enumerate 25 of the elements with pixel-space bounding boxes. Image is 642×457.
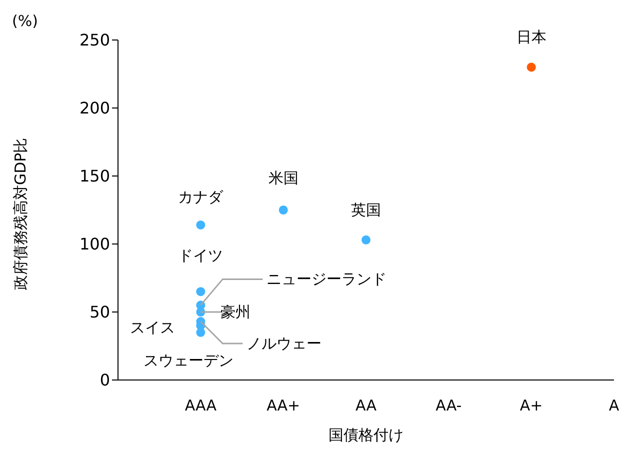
x-tick-label: AA-: [436, 396, 462, 415]
annotation: スイス: [130, 318, 176, 337]
x-tick-label: A+: [520, 396, 543, 415]
y-tick-label: 50: [90, 302, 110, 322]
x-axis-title: 国債格付け: [328, 426, 404, 444]
y-tick-label: 100: [79, 234, 110, 254]
x-tick-label: AAA: [184, 396, 218, 415]
annotation: ドイツ: [178, 246, 224, 265]
y-tick-label: 150: [79, 166, 110, 186]
annotation: 豪州: [220, 303, 251, 321]
x-tick-label: AA+: [266, 396, 300, 415]
y-tick-label: 250: [79, 30, 110, 50]
annotation: 日本: [516, 28, 546, 46]
annotation: 英国: [351, 200, 381, 219]
annotation: カナダ: [178, 188, 224, 206]
annotation: ニュージーランド: [266, 270, 387, 288]
y-axis-title: 政府債務残高対GDP比: [11, 138, 30, 290]
annotation: ノルウェー: [246, 334, 322, 353]
x-tick-label: A: [608, 396, 620, 415]
annotation: スウェーデン: [144, 351, 234, 370]
annotation: 米国: [268, 169, 298, 187]
x-tick-label: AA: [356, 396, 378, 415]
text: (%): [12, 12, 38, 30]
y-tick-label: 0: [100, 370, 110, 390]
y-tick-label: 200: [79, 98, 110, 118]
